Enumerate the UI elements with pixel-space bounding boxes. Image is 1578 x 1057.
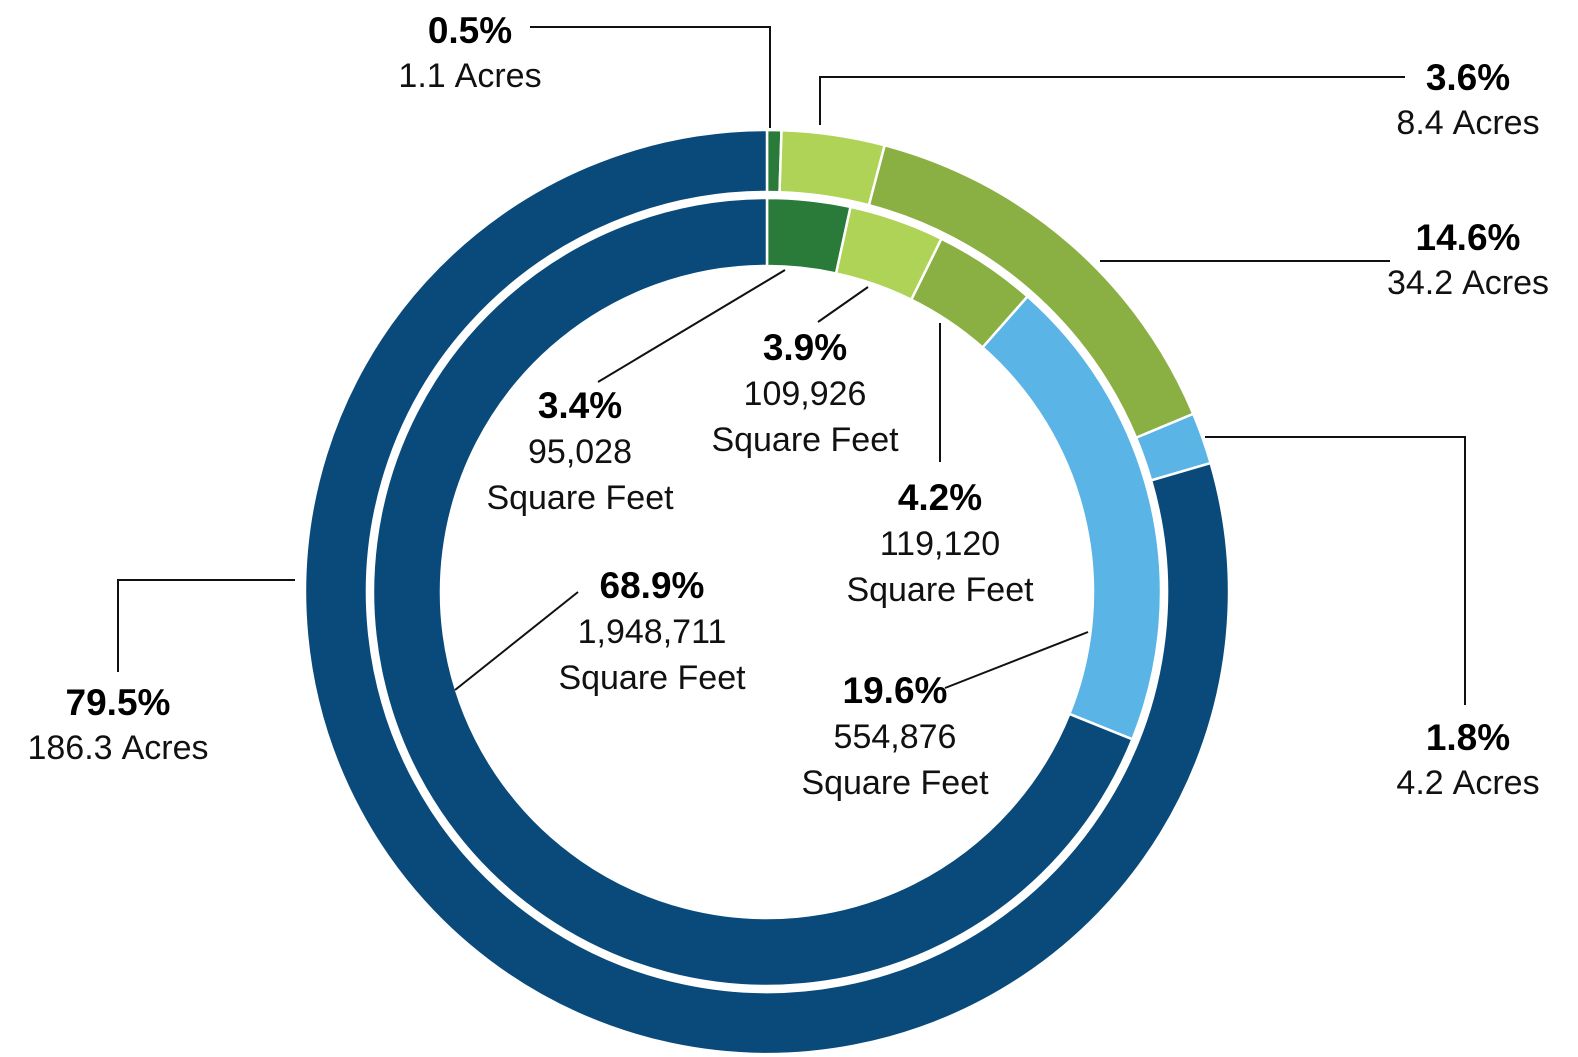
ring-segment [778, 128, 887, 207]
unit-label: Square Feet [558, 659, 746, 697]
amount-value: 8.4 [1396, 104, 1443, 142]
leader-line [597, 269, 786, 383]
leader-line [819, 76, 1405, 125]
amount-label: 1,948,711 [578, 613, 727, 651]
percent-label: 0.5% [428, 10, 512, 51]
amount-label: 8.4 Acres [1396, 104, 1539, 142]
amount-unit: Acres [1453, 764, 1540, 802]
percent-label: 3.9% [763, 327, 847, 368]
unit-label: Square Feet [801, 764, 989, 802]
percent-label: 1.8% [1426, 717, 1510, 758]
leader-line [1205, 436, 1466, 705]
amount-value: 186.3 [27, 729, 112, 767]
amount-unit: Acres [1453, 104, 1540, 142]
amount-value: 1.1 [398, 57, 445, 95]
leader-line [454, 591, 579, 691]
percent-label: 14.6% [1416, 217, 1521, 258]
amount-label: 186.3 Acres [27, 729, 208, 767]
amount-label: 1.1 Acres [398, 57, 541, 95]
amount-unit: Acres [1462, 264, 1549, 302]
leader-line [817, 286, 869, 323]
leader-line [944, 631, 1089, 689]
percent-label: 79.5% [66, 682, 171, 723]
amount-unit: Acres [122, 729, 209, 767]
leader-line [530, 26, 771, 128]
unit-label: Square Feet [711, 421, 899, 459]
percent-label: 3.4% [538, 385, 622, 426]
unit-label: Square Feet [846, 571, 1034, 609]
amount-label: 119,120 [880, 525, 1000, 563]
amount-value: 34.2 [1387, 264, 1453, 302]
amount-label: 95,028 [528, 433, 632, 471]
amount-label: 109,926 [744, 375, 867, 413]
amount-label: 554,876 [834, 718, 957, 756]
amount-unit: Acres [455, 57, 542, 95]
ring-segment [303, 128, 1231, 1056]
percent-label: 3.6% [1426, 57, 1510, 98]
percent-label: 68.9% [600, 565, 705, 606]
amount-label: 4.2 Acres [1396, 764, 1539, 802]
amount-label: 34.2 Acres [1387, 264, 1549, 302]
percent-label: 4.2% [898, 477, 982, 518]
leader-line [117, 579, 295, 672]
unit-label: Square Feet [486, 479, 674, 517]
percent-label: 19.6% [843, 670, 948, 711]
amount-value: 4.2 [1396, 764, 1443, 802]
ring-segment [371, 196, 1135, 988]
